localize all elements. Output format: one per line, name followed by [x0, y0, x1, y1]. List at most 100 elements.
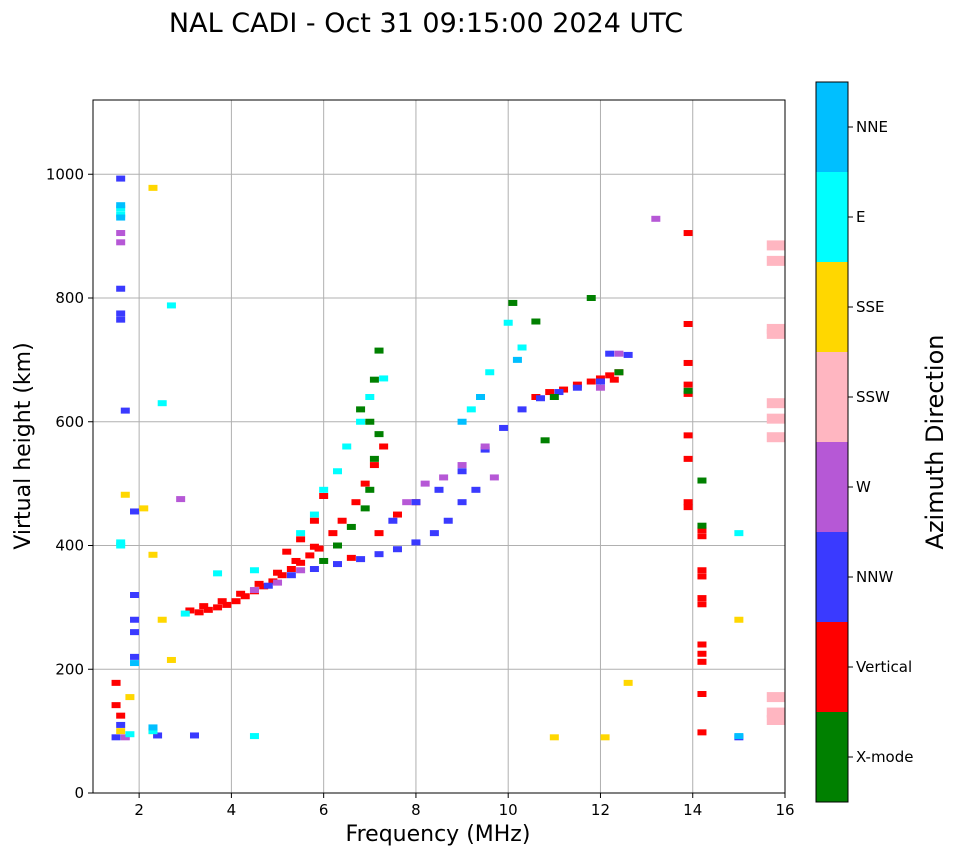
data-point: [535, 395, 545, 402]
data-point: [499, 424, 509, 431]
y-axis-ticks: 0 200 400 600 800 1000: [46, 165, 93, 802]
data-point: [697, 641, 707, 648]
data-point: [365, 486, 375, 493]
data-point: [439, 474, 449, 481]
data-point: [116, 728, 126, 735]
data-point: [766, 413, 785, 424]
data-point: [157, 616, 167, 623]
data-point: [116, 316, 126, 323]
data-point: [392, 511, 402, 518]
colorbar-swatch: [816, 442, 848, 532]
data-points: [111, 175, 785, 741]
y-tick-label: 600: [55, 413, 84, 431]
colorbar-swatch: [816, 712, 848, 802]
data-point: [194, 609, 204, 616]
data-point: [392, 546, 402, 553]
data-point: [116, 214, 126, 221]
data-point: [374, 431, 384, 438]
data-point: [305, 552, 315, 559]
data-point: [683, 230, 693, 237]
data-point: [277, 572, 287, 579]
series-nnw: [111, 175, 744, 741]
data-point: [342, 443, 352, 450]
data-point: [443, 517, 453, 524]
data-point: [111, 734, 121, 741]
data-point: [282, 548, 292, 555]
data-point: [116, 239, 126, 246]
data-point: [457, 468, 467, 475]
data-point: [697, 729, 707, 736]
data-point: [249, 587, 259, 594]
data-point: [116, 721, 126, 728]
data-point: [411, 539, 421, 546]
data-point: [517, 344, 527, 351]
data-point: [309, 511, 319, 518]
data-point: [697, 533, 707, 540]
data-point: [176, 496, 186, 503]
data-point: [369, 376, 379, 383]
colorbar-tick-label: W: [856, 478, 871, 496]
data-point: [503, 319, 513, 326]
x-tick-label: 16: [775, 801, 794, 819]
data-point: [697, 573, 707, 580]
data-point: [360, 505, 370, 512]
data-point: [337, 517, 347, 524]
data-point: [683, 499, 693, 506]
x-axis-label: Frequency (MHz): [346, 822, 531, 847]
colorbar-swatch: [816, 262, 848, 352]
data-point: [365, 418, 375, 425]
data-point: [116, 542, 126, 549]
data-point: [734, 530, 744, 537]
x-tick-label: 2: [134, 801, 144, 819]
data-point: [605, 372, 615, 379]
y-tick-label: 400: [55, 537, 84, 555]
data-point: [595, 378, 605, 385]
data-point: [356, 406, 366, 413]
colorbar-tick-label: NNE: [856, 118, 888, 136]
data-point: [651, 215, 661, 222]
data-point: [572, 381, 582, 388]
data-point: [388, 517, 398, 524]
data-point: [356, 418, 366, 425]
x-tick-label: 6: [319, 801, 329, 819]
data-point: [236, 590, 246, 597]
data-point: [429, 530, 439, 537]
colorbar-swatch: [816, 622, 848, 712]
data-point: [402, 499, 412, 506]
data-point: [420, 480, 430, 487]
data-point: [273, 569, 283, 576]
data-point: [130, 629, 140, 636]
data-point: [286, 572, 296, 579]
data-point: [231, 598, 241, 605]
data-point: [600, 734, 610, 741]
data-point: [369, 455, 379, 462]
data-point: [457, 462, 467, 469]
data-point: [153, 732, 163, 739]
data-point: [346, 554, 356, 561]
data-point: [549, 734, 559, 741]
colorbar-swatch: [816, 532, 848, 622]
data-point: [130, 616, 140, 623]
data-point: [309, 566, 319, 573]
x-tick-label: 8: [411, 801, 421, 819]
data-point: [116, 211, 126, 218]
data-point: [766, 255, 785, 266]
data-point: [296, 536, 306, 543]
data-point: [374, 551, 384, 558]
data-point: [296, 567, 306, 574]
data-point: [379, 375, 389, 382]
data-point: [697, 691, 707, 697]
colorbar-swatch: [816, 352, 848, 442]
data-point: [683, 381, 693, 388]
x-tick-label: 12: [591, 801, 610, 819]
y-tick-label: 1000: [46, 165, 84, 183]
data-point: [148, 551, 158, 558]
data-point: [166, 302, 176, 309]
data-point: [116, 310, 126, 317]
y-tick-label: 0: [74, 784, 84, 802]
data-point: [148, 724, 158, 731]
data-point: [605, 350, 615, 357]
data-point: [139, 505, 149, 512]
data-point: [351, 499, 361, 506]
data-point: [471, 486, 481, 493]
